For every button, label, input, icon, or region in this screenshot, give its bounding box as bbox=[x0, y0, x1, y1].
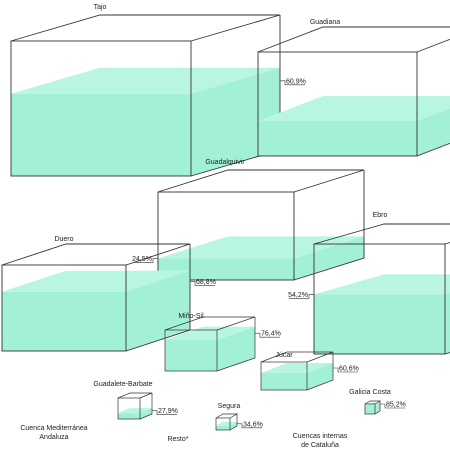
water-surface-guadalquivir bbox=[158, 236, 364, 259]
cube-side-edge-guadalete-barbate bbox=[139, 393, 153, 420]
value-leader-tajo bbox=[280, 80, 305, 86]
value-label-tajo: 60,9% bbox=[286, 78, 306, 85]
water-surface-guadalete-barbate bbox=[118, 408, 152, 414]
cube-galicia-costa: Galicia Costa 85,2% bbox=[349, 389, 406, 415]
cube-top-edge-guadalete-barbate bbox=[117, 392, 153, 399]
value-label-segura: 34,6% bbox=[243, 421, 263, 428]
value-label-guadalete-barbate: 27,9% bbox=[158, 408, 178, 415]
value-leader-galicia-costa bbox=[380, 403, 405, 409]
cube-label-ebro: Ebro bbox=[373, 212, 388, 219]
water-side-guadiana bbox=[417, 108, 450, 156]
cube-front-edge-guadiana bbox=[257, 51, 418, 157]
cube-mino-sil: Miño-Sil 76,4% bbox=[164, 313, 281, 372]
cube-top-edge-guadalquivir bbox=[157, 169, 365, 193]
value-leader-jucar bbox=[333, 367, 358, 373]
cube-label-cuenca-mediterranea-andaluza: Cuenca Mediterránea Andaluza bbox=[20, 425, 87, 441]
water-side-guadalete-barbate bbox=[140, 408, 152, 419]
cube-label-guadalete-barbate: Guadalete-Barbate bbox=[93, 381, 152, 388]
water-side-segura bbox=[230, 421, 237, 430]
cube-label-cuencas-internas-de-cataluna: Cuencas internas de Cataluña bbox=[293, 433, 348, 449]
cube-label-galicia-costa: Galicia Costa bbox=[349, 389, 391, 396]
value-leader-guadalquivir bbox=[133, 258, 158, 263]
water-front-segura bbox=[216, 425, 230, 430]
cube-label-jucar: Júcar bbox=[275, 352, 293, 359]
cube-label-mino-sil: Miño-Sil bbox=[178, 313, 204, 320]
water-surface-segura bbox=[216, 421, 237, 426]
water-side-mino-sil bbox=[217, 326, 255, 371]
water-side-galicia-costa bbox=[375, 402, 380, 414]
value-label-ebro: 54,2% bbox=[288, 292, 308, 299]
water-front-ebro bbox=[314, 294, 445, 354]
water-side-guadalquivir bbox=[294, 236, 364, 280]
cube-top-edge-guadiana bbox=[257, 26, 450, 53]
water-front-jucar bbox=[261, 373, 307, 390]
value-leader-duero bbox=[190, 280, 215, 286]
cube-label-guadalquivir: Guadalquivir bbox=[205, 159, 245, 166]
cube-top-edge-jucar bbox=[260, 351, 334, 363]
cube-segura: Segura 34,6% bbox=[215, 403, 263, 431]
water-front-galicia-costa bbox=[365, 405, 375, 414]
cube-side-edge-guadalquivir bbox=[293, 170, 365, 281]
cube-label-guadiana: Guadiana bbox=[310, 19, 340, 26]
value-label-mino-sil: 76,4% bbox=[261, 331, 281, 338]
value-leader-ebro bbox=[289, 294, 314, 299]
cube-side-edge-segura bbox=[229, 414, 238, 431]
water-front-mino-sil bbox=[165, 339, 217, 371]
cube-top-edge-mino-sil bbox=[164, 316, 256, 331]
cube-front-edge-segura bbox=[215, 417, 231, 431]
water-front-tajo bbox=[11, 93, 191, 176]
water-surface-jucar bbox=[261, 363, 333, 373]
cube-top-edge-galicia-costa bbox=[364, 400, 382, 405]
cube-top-edge-tajo bbox=[10, 14, 281, 42]
cube-label-segura: Segura bbox=[218, 403, 241, 410]
water-surface-guadiana bbox=[258, 96, 450, 121]
cube-front-edge-guadalete-barbate bbox=[117, 397, 141, 420]
cube-front-edge-galicia-costa bbox=[364, 403, 376, 415]
water-surface-ebro bbox=[314, 274, 450, 295]
cube-front-edge-guadalquivir bbox=[157, 191, 295, 281]
cube-top-edge-segura bbox=[215, 413, 239, 419]
water-surface-tajo bbox=[11, 67, 280, 94]
cube-front-edge-tajo bbox=[10, 40, 192, 177]
cube-jucar: Júcar 60,6% bbox=[260, 351, 359, 391]
cube-top-edge-duero bbox=[1, 243, 191, 266]
cube-side-edge-guadiana bbox=[416, 142, 450, 157]
value-label-duero: 68,8% bbox=[196, 279, 216, 286]
cube-label-duero: Duero bbox=[54, 236, 73, 243]
cube-front-edge-duero bbox=[1, 264, 127, 352]
cube-front-edge-ebro bbox=[313, 243, 446, 355]
cube-ebro: Ebro 54,2% bbox=[288, 212, 450, 355]
cube-guadiana: Guadiana33,7% bbox=[257, 19, 450, 157]
cube-guadalete-barbate: Guadalete-Barbate 27,9% bbox=[93, 381, 178, 420]
cube-label-resto: Resto* bbox=[167, 436, 188, 443]
cube-side-edge-galicia-costa bbox=[374, 401, 381, 415]
value-leader-segura bbox=[237, 423, 262, 429]
water-front-guadiana bbox=[258, 120, 417, 156]
value-leader-guadalete-barbate bbox=[152, 410, 177, 415]
value-label-galicia-costa: 85,2% bbox=[386, 401, 406, 408]
water-front-guadalete-barbate bbox=[118, 413, 140, 419]
cube-duero: Duero 68,8% bbox=[1, 236, 216, 352]
value-label-jucar: 60,6% bbox=[339, 366, 359, 373]
cube-side-edge-mino-sil bbox=[216, 317, 256, 372]
cube-side-edge-jucar bbox=[306, 352, 334, 391]
cube-label-tajo: Tajo bbox=[94, 4, 107, 11]
water-surface-duero bbox=[2, 270, 190, 292]
water-front-duero bbox=[2, 291, 126, 351]
water-side-duero bbox=[126, 270, 190, 351]
water-surface-mino-sil bbox=[165, 326, 255, 340]
water-side-jucar bbox=[307, 363, 333, 390]
cube-front-edge-mino-sil bbox=[164, 329, 218, 372]
water-side-ebro bbox=[445, 292, 450, 354]
cube-front-edge-jucar bbox=[260, 361, 308, 391]
value-leader-mino-sil bbox=[255, 332, 280, 338]
water-front-guadalquivir bbox=[158, 258, 294, 280]
